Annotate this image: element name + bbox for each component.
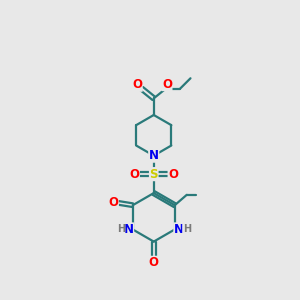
Text: O: O — [149, 256, 159, 269]
Text: O: O — [129, 168, 139, 181]
Text: O: O — [168, 168, 178, 181]
Text: N: N — [174, 223, 184, 236]
Text: S: S — [149, 168, 158, 181]
Text: H: H — [117, 224, 125, 235]
Text: N: N — [149, 149, 159, 162]
Text: O: O — [108, 196, 118, 209]
Text: O: O — [162, 77, 172, 91]
Text: N: N — [124, 223, 134, 236]
Text: H: H — [183, 224, 191, 235]
Text: O: O — [132, 78, 142, 91]
